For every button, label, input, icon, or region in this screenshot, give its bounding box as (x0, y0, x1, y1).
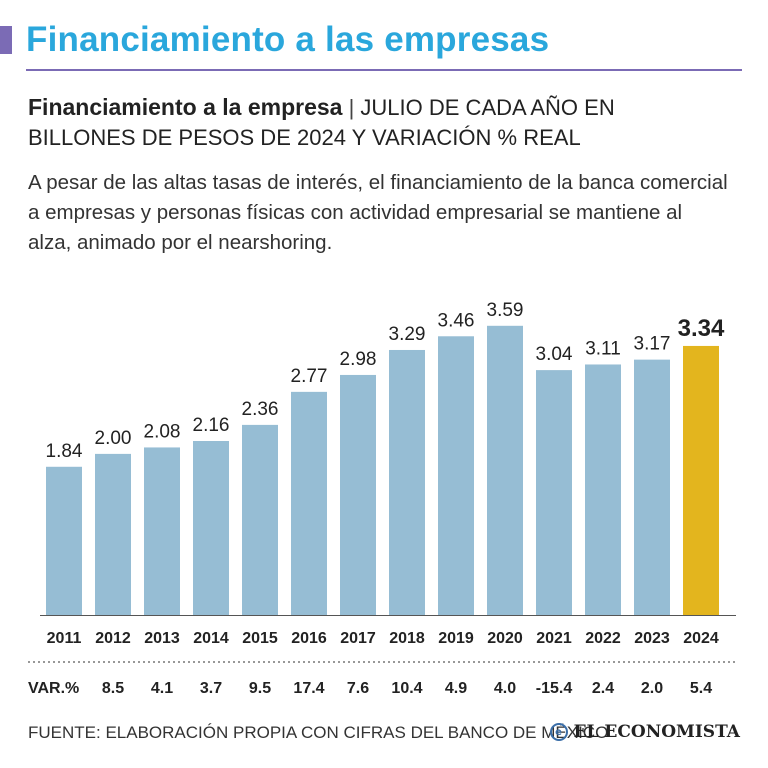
value-label-2024: 3.34 (678, 315, 725, 342)
bar-2013 (144, 447, 180, 615)
variation-value-2014: 3.7 (200, 680, 222, 697)
chart-subtitle-bold: Financiamiento a la empresa (28, 94, 343, 120)
value-label-2020: 3.59 (487, 300, 524, 321)
x-tick-2012: 2012 (95, 630, 131, 647)
value-label-2022: 3.11 (585, 338, 621, 359)
x-tick-2017: 2017 (340, 630, 376, 647)
x-tick-2013: 2013 (144, 630, 180, 647)
value-label-2016: 2.77 (291, 366, 328, 387)
variation-row-label: VAR.% (28, 680, 79, 697)
brand-logo: e EL ECONOMISTA (549, 722, 740, 742)
value-label-2014: 2.16 (193, 415, 230, 436)
bar-2016 (291, 391, 327, 615)
title-divider (26, 69, 742, 71)
variation-value-2018: 10.4 (391, 680, 422, 697)
value-label-2013: 2.08 (144, 421, 181, 442)
value-label-2015: 2.36 (242, 399, 279, 420)
x-tick-2014: 2014 (193, 630, 229, 647)
source-note: FUENTE: ELABORACIÓN PROPIA CON CIFRAS DE… (28, 723, 609, 742)
x-tick-2015: 2015 (242, 630, 278, 647)
value-label-2012: 2.00 (95, 428, 132, 449)
chart-subtitle-units: JULIO DE CADA AÑO EN BILLONES DE PESOS D… (28, 95, 615, 150)
variation-value-2019: 4.9 (445, 680, 467, 697)
bar-2023 (634, 359, 670, 615)
value-label-2018: 3.29 (389, 324, 426, 345)
brand-mark-icon: e (549, 723, 568, 741)
value-label-2011: 1.84 (46, 441, 83, 462)
bar-2021 (536, 370, 572, 615)
variation-value-2013: 4.1 (151, 680, 173, 697)
bar-2020 (487, 325, 523, 615)
bar-2019 (438, 336, 474, 615)
bar-2018 (389, 349, 425, 615)
variation-value-2017: 7.6 (347, 680, 369, 697)
x-tick-2022: 2022 (585, 630, 621, 647)
x-tick-2020: 2020 (487, 630, 523, 647)
x-tick-2011: 2011 (47, 630, 82, 647)
variation-value-2016: 17.4 (293, 680, 324, 697)
value-label-2019: 3.46 (438, 310, 475, 331)
bar-2015 (242, 424, 278, 615)
x-tick-2024: 2024 (683, 630, 719, 647)
variation-value-2022: 2.4 (592, 680, 614, 697)
x-tick-2019: 2019 (438, 630, 474, 647)
variation-value-2021: -15.4 (536, 680, 573, 697)
page-title: Financiamiento a las empresas (26, 20, 550, 59)
bar-2011 (46, 466, 82, 615)
bar-2012 (95, 453, 131, 615)
bar-2024 (683, 345, 719, 615)
x-tick-2018: 2018 (389, 630, 425, 647)
variation-value-2024: 5.4 (690, 680, 712, 697)
bar-2017 (340, 374, 376, 615)
variation-value-2023: 2.0 (641, 680, 663, 697)
brand-name: EL ECONOMISTA (573, 722, 740, 742)
variation-value-2015: 9.5 (249, 680, 271, 697)
x-tick-2023: 2023 (634, 630, 670, 647)
chart-description: A pesar de las altas tasas de interés, e… (28, 171, 728, 254)
x-tick-2021: 2021 (536, 630, 572, 647)
value-label-2017: 2.98 (340, 349, 377, 370)
variation-value-2020: 4.0 (494, 680, 516, 697)
value-label-2023: 3.17 (634, 334, 671, 355)
variation-value-2012: 8.5 (102, 680, 124, 697)
chart-subtitle: Financiamiento a la empresa | JULIO DE C… (28, 92, 728, 153)
bar-2014 (193, 441, 229, 615)
bar-2022 (585, 364, 621, 615)
x-tick-2016: 2016 (291, 630, 327, 647)
value-label-2021: 3.04 (536, 344, 573, 365)
chart-subtitle-separator: | (348, 95, 355, 120)
title-accent-bar (0, 26, 12, 54)
